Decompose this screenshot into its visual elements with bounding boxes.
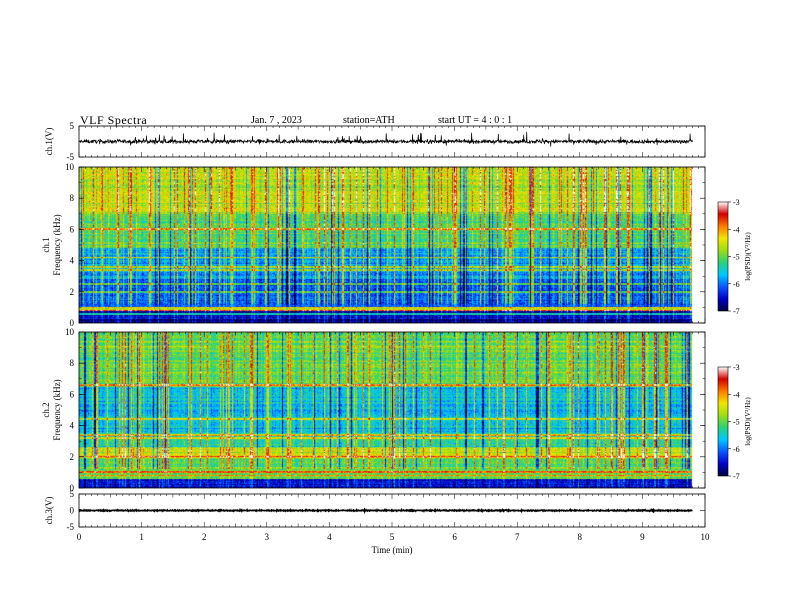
y-tick-label: 4: [70, 256, 75, 266]
y-tick-label: 0: [70, 506, 75, 516]
x-tick-label: 4: [327, 532, 332, 542]
date-label: Jan. 7 , 2023: [251, 115, 302, 126]
chart-title: VLF Spectra: [80, 113, 148, 127]
x-tick-label: 6: [452, 532, 457, 542]
y-tick-label: 2: [70, 452, 75, 462]
colorbar-tick-label: -7: [733, 307, 740, 316]
x-tick-label: 7: [515, 532, 520, 542]
x-tick-label: 9: [640, 532, 645, 542]
colorbar-label: log(PSD)(V²/Hz): [744, 232, 752, 281]
y-tick-label: 10: [65, 162, 75, 172]
ch3-waveform-trace: [78, 507, 693, 515]
y-tick-label: 2: [70, 287, 75, 297]
ch2-spectrogram-ylabel: Frequency (kHz): [52, 379, 62, 440]
colorbar-tick-label: -4: [733, 390, 740, 399]
ch1-waveform-trace: [78, 131, 693, 147]
y-tick-label: 5: [70, 121, 75, 131]
y-tick-label: 0: [70, 318, 75, 328]
x-tick-label: 1: [139, 532, 144, 542]
y-tick-label: 6: [70, 389, 75, 399]
y-tick-label: 8: [70, 193, 75, 203]
y-tick-label: 4: [70, 421, 75, 431]
colorbar-tick-label: -4: [733, 225, 740, 234]
y-tick-label: -5: [67, 522, 75, 532]
colorbar-tick-label: -3: [733, 363, 740, 372]
y-tick-label: 5: [70, 489, 75, 499]
y-tick-label: 0: [70, 483, 75, 493]
ch1-spectrogram-colorbar: [717, 201, 729, 312]
ch1-waveform-ylabel: ch.1(V): [44, 128, 54, 156]
colorbar-tick-label: -3: [733, 198, 740, 207]
ch2-spectrogram-colorbar: [717, 366, 729, 477]
ch1-spectrogram-image: [79, 167, 705, 323]
y-tick-label: -5: [67, 152, 75, 162]
ch2-spectrogram-channel-label: ch.2: [41, 402, 51, 417]
station-label: station=ATH: [343, 115, 395, 126]
colorbar-tick-label: -5: [733, 418, 740, 427]
x-axis-label: Time (min): [372, 545, 413, 555]
colorbar-tick-label: -6: [733, 280, 740, 289]
y-tick-label: 6: [70, 224, 75, 234]
x-tick-label: 2: [202, 532, 207, 542]
ch1-spectrogram-channel-label: ch.1: [41, 237, 51, 252]
y-tick-label: 10: [65, 327, 75, 337]
x-tick-label: 0: [77, 532, 82, 542]
colorbar-tick-label: -6: [733, 445, 740, 454]
x-tick-label: 8: [578, 532, 583, 542]
ch3-waveform-ylabel: ch.3(V): [44, 497, 54, 525]
colorbar-tick-label: -5: [733, 253, 740, 262]
x-tick-label: 3: [265, 532, 270, 542]
ch1-spectrogram-ylabel: Frequency (kHz): [52, 214, 62, 275]
x-tick-label: 5: [390, 532, 395, 542]
y-tick-label: 8: [70, 358, 75, 368]
ch2-spectrogram-image: [79, 332, 705, 488]
x-tick-label: 10: [701, 532, 711, 542]
colorbar-tick-label: -7: [733, 472, 740, 481]
start-time-label: start UT = 4 : 0 : 1: [438, 115, 513, 126]
colorbar-label: log(PSD)(V²/Hz): [744, 397, 752, 446]
